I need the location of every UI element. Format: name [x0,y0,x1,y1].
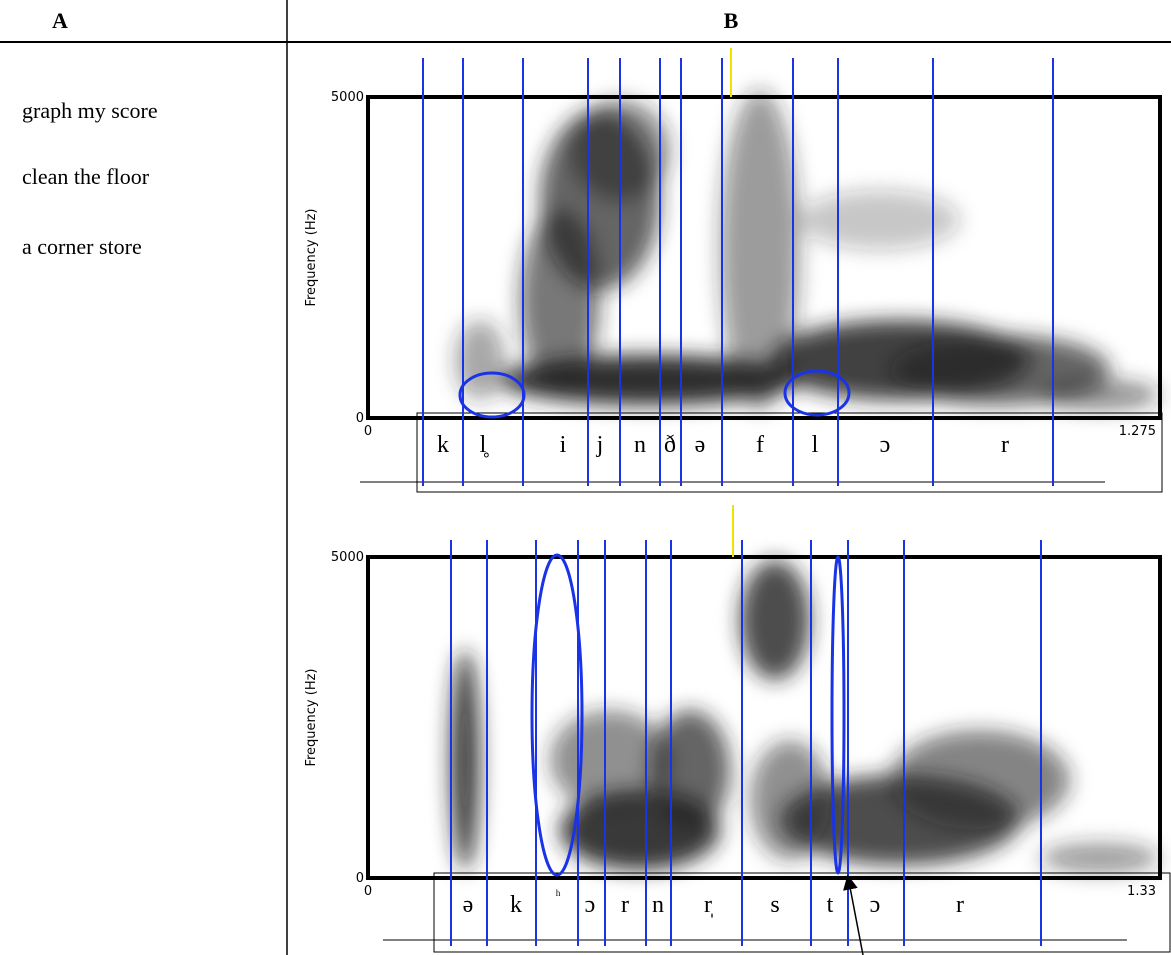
segment-label: k [510,892,522,918]
segment-label: n [634,432,646,458]
segment-label: i [560,432,567,458]
energy-band [800,190,960,250]
highlight-circle [783,369,851,417]
energy-band [520,210,600,390]
segment-label: j [596,432,604,458]
x-tick-label: 1.33 [1127,884,1156,899]
x-tick-label: 1.275 [1119,424,1156,439]
highlight-circle [458,371,526,419]
phrase: graph my score [22,98,158,123]
y-tick-label: 5000 [331,550,364,565]
x-tick-label: 0 [364,424,372,439]
energy-band [890,730,1070,830]
y-axis-label: Frequency (Hz) [304,208,319,306]
energy-band [1040,843,1160,873]
phrase: clean the floor [22,164,150,189]
segment-label: ə [695,432,706,458]
segment-label: t [827,892,834,918]
segment-label: s [770,892,779,918]
segment-label: ɔ [585,892,596,918]
energy-band [1040,380,1160,410]
energy-band [740,560,810,680]
column-header: B [724,8,739,33]
y-axis-label: Frequency (Hz) [304,668,319,766]
plot-frame [366,555,1162,880]
segment-label: l [812,432,819,458]
segment-label: ʰ [556,888,561,904]
spectrogram-energy [450,560,1160,873]
segment-label: ð [664,432,676,458]
y-tick-label: 5000 [331,90,364,105]
spectrogram: 5000 00 1.275 Frequency (Hz) k l̥ i j n ð ə f l ɔ r [304,48,1163,493]
segment-label: f [756,432,764,458]
energy-band [550,710,670,810]
segment-label: n [652,892,664,918]
segment-label: k [437,432,449,458]
pointer-arrow [843,874,864,955]
x-tick-label: 0 [364,884,372,899]
segment-label: ɔ [870,892,881,918]
segment-label: r̩ [704,892,713,918]
energy-band [500,355,800,405]
highlight-circle [830,555,846,875]
column-header: A [52,8,68,33]
y-tick-label: 0 [356,871,364,886]
label-box [416,412,1163,493]
energy-band [720,90,800,410]
energy-band [450,650,480,870]
segment-label: r [1001,432,1009,458]
label-box [433,872,1171,953]
spectrogram-energy [455,90,1160,410]
segment-label: r [621,892,629,918]
highlight-circle [530,553,584,877]
y-tick-label: 0 [356,411,364,426]
segment-label: ɔ [880,432,891,458]
segment-label: r [956,892,964,918]
plot-frame [366,95,1162,420]
segment-label: l̥ [480,432,490,458]
segment-label: ə [463,892,474,918]
energy-band [750,740,830,860]
phrase: a corner store [22,234,142,259]
